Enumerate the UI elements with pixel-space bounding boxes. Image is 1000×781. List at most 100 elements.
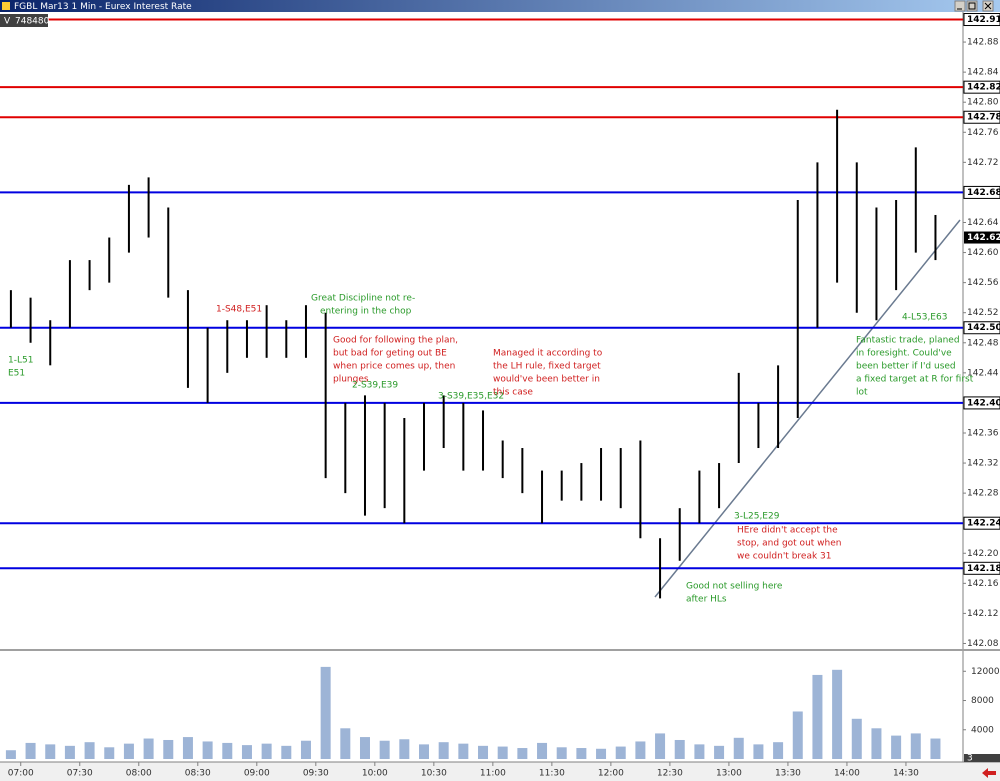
x-tick-label: 09:30 <box>303 769 329 779</box>
x-tick-label: 10:00 <box>362 769 388 779</box>
volume-bar <box>812 674 823 759</box>
level-label-box <box>963 396 1000 410</box>
volume-bar <box>143 738 154 759</box>
volume-bar <box>596 748 607 759</box>
annotation: this case <box>493 388 533 398</box>
time-axis-bg <box>0 762 1000 781</box>
annotation: 3-L25,E29 <box>734 512 780 522</box>
maximize-glyph <box>968 2 976 10</box>
window-icon <box>2 2 10 10</box>
annotation: Great Discipline not re- <box>311 294 415 304</box>
level-label: 142.82 <box>967 83 1000 93</box>
volume-bar <box>635 741 646 759</box>
volume-bar <box>281 745 292 759</box>
y-tick-label: 142.76 <box>967 128 999 138</box>
volume-bar <box>753 744 764 759</box>
x-tick-label: 10:30 <box>421 769 447 779</box>
x-tick-label: 07:30 <box>67 769 93 779</box>
volume-bar <box>871 728 882 759</box>
y-tick-label: 142.84 <box>967 68 999 78</box>
volume-tick-label: 4000 <box>971 725 994 735</box>
y-tick-label: 142.44 <box>967 368 999 378</box>
y-tick-label: 142.16 <box>967 579 999 589</box>
minimize-button[interactable] <box>954 0 966 12</box>
volume-bar <box>891 735 902 759</box>
volume-tick-label: 12000 <box>971 667 1000 677</box>
volume-bar <box>537 742 548 759</box>
x-tick-label: 11:30 <box>539 769 565 779</box>
level-label: 142.18 <box>967 564 1000 574</box>
x-tick-label: 11:00 <box>480 769 506 779</box>
volume-bar <box>320 666 331 759</box>
volume-bar <box>497 746 508 759</box>
last-price-box <box>964 231 1000 244</box>
annotation: Good for following the plan, <box>333 336 458 346</box>
volume-bar <box>261 743 272 759</box>
x-tick-label: 12:30 <box>657 769 683 779</box>
annotation: when price comes up, then <box>333 362 455 372</box>
y-tick-label: 142.28 <box>967 489 999 499</box>
level-label-box <box>963 321 1000 335</box>
x-tick-label: 12:00 <box>598 769 624 779</box>
annotation: after HLs <box>686 595 727 605</box>
y-tick-label: 142.48 <box>967 338 999 348</box>
annotation: in foresight. Could've <box>856 349 952 359</box>
annotation: 1-L51 <box>8 356 33 366</box>
volume-bar <box>910 733 921 759</box>
annotation: plunges <box>333 375 369 385</box>
volume-bar <box>517 748 528 759</box>
annotation: been better if I'd used <box>856 362 956 372</box>
volume-bar <box>674 739 685 759</box>
trend-line <box>654 219 961 598</box>
volume-bar <box>182 737 193 759</box>
volume-bar <box>340 728 351 759</box>
annotation: entering in the chop <box>320 307 412 317</box>
level-label: 142.78 <box>967 113 1000 123</box>
volume-bar <box>104 747 115 759</box>
volume-label: V <box>4 17 11 27</box>
annotation: HEre didn't accept the <box>737 526 838 536</box>
window-buttons[interactable] <box>954 0 994 12</box>
volume-bar <box>832 669 843 759</box>
y-tick-label: 142.36 <box>967 428 999 438</box>
title-bar <box>0 0 1000 12</box>
annotation: lot <box>856 388 868 398</box>
volume-bar <box>163 739 174 759</box>
x-tick-label: 08:00 <box>126 769 152 779</box>
volume-bar <box>792 711 803 759</box>
volume-bar <box>25 742 36 759</box>
volume-bar <box>655 733 666 759</box>
annotation: we couldn't break 31 <box>737 552 832 562</box>
volume-bar <box>379 740 390 759</box>
volume-box <box>0 14 48 27</box>
annotation: would've been better in <box>493 375 600 385</box>
annotation: a fixed target at R for first <box>856 375 974 385</box>
volume-bar <box>419 744 430 759</box>
volume-bar <box>5 750 16 759</box>
maximize-button[interactable] <box>966 0 978 12</box>
annotation: the LH rule, fixed target <box>493 362 601 372</box>
volume-bar <box>733 737 744 759</box>
x-tick-label: 13:00 <box>716 769 742 779</box>
close-glyph <box>984 2 992 10</box>
volume-total: 748480 <box>15 17 50 27</box>
y-tick-label: 142.88 <box>967 38 999 48</box>
window-title: FGBL Mar13 1 Min - Eurex Interest Rate <box>14 2 192 12</box>
scroll-arrow[interactable] <box>982 768 996 778</box>
y-tick-label: 142.52 <box>967 308 999 318</box>
level-label: 142.50 <box>967 323 1000 333</box>
volume-bar <box>615 746 626 759</box>
level-label: 142.91 <box>967 15 1000 25</box>
y-tick-label: 142.64 <box>967 218 999 228</box>
last-price-label: 142.62 <box>967 233 1000 243</box>
volume-bar <box>773 742 784 759</box>
volume-bar <box>930 738 941 759</box>
annotation: E51 <box>8 369 25 379</box>
volume-bar <box>241 745 252 759</box>
volume-bar <box>300 740 311 759</box>
marks: 142.08 142.12 142.16 142.20 142.28 142.32 142.… <box>0 13 1000 779</box>
annotation: Fantastic trade, planed <box>856 336 960 346</box>
annotation: 1-S48,E51 <box>216 305 262 315</box>
x-tick-label: 09:00 <box>244 769 270 779</box>
